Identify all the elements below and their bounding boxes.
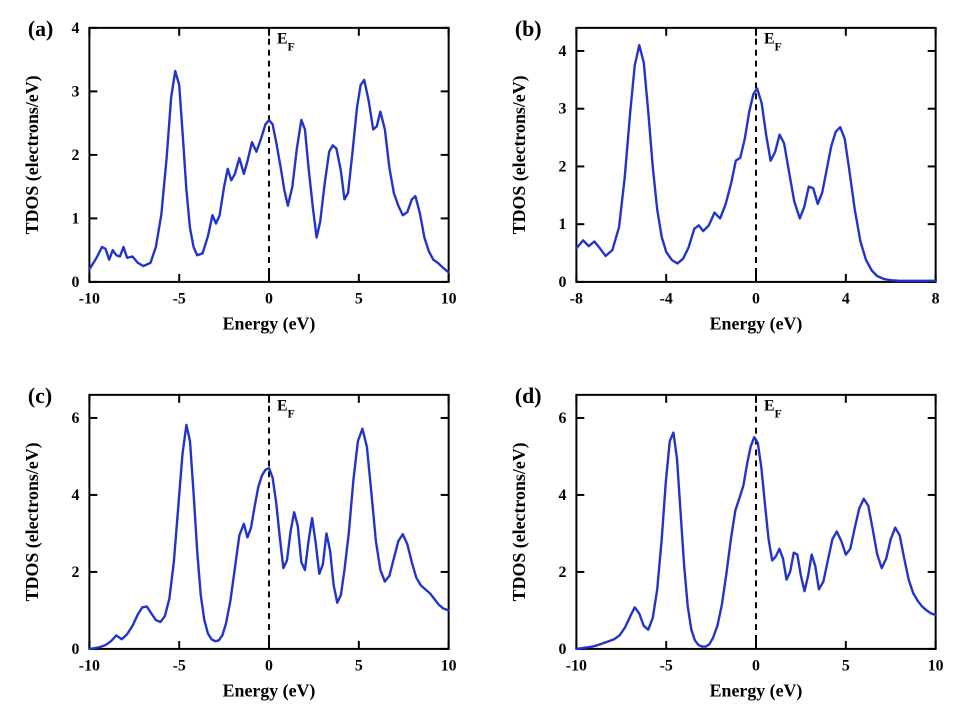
y-axis-label: TDOS (electrons/eV) — [508, 443, 529, 602]
xtick-label: 10 — [441, 658, 457, 675]
xtick-label: -5 — [173, 291, 186, 308]
x-axis-label: Energy (eV) — [709, 314, 802, 335]
xtick-label: -10 — [79, 291, 100, 308]
xtick-label: -5 — [659, 658, 672, 675]
ytick-label: 3 — [72, 83, 80, 100]
fermi-label: EF — [277, 398, 295, 421]
ytick-label: 0 — [558, 274, 566, 291]
ytick-label: 4 — [72, 487, 80, 504]
xtick-label: 5 — [355, 291, 363, 308]
x-axis-label: Energy (eV) — [223, 681, 316, 702]
x-axis-label: Energy (eV) — [709, 681, 802, 702]
xtick-label: -10 — [79, 658, 100, 675]
ytick-label: 2 — [558, 564, 566, 581]
fermi-label: EF — [763, 398, 781, 421]
ytick-label: 6 — [558, 410, 566, 427]
y-axis-label: TDOS (electrons/eV) — [22, 75, 43, 234]
panel-a-svg: -10 -5 0 5 10 0 1 2 3 4 EF Energy (eV) TDOS (electro… — [10, 10, 467, 347]
ytick-label: 2 — [72, 564, 80, 581]
panel-d-svg: -10 -5 0 5 10 0 2 4 6 EF Energy (eV) TDOS (electron… — [497, 377, 954, 714]
xtick-label: -5 — [173, 658, 186, 675]
xtick-label: -4 — [659, 291, 672, 308]
ytick-label: 4 — [558, 487, 566, 504]
xtick-label: 10 — [927, 658, 943, 675]
ytick-label: 0 — [558, 641, 566, 658]
panel-b: -8 -4 0 4 8 0 1 2 3 4 EF Energy (eV) TDOS (electrons… — [497, 10, 954, 347]
xtick-label: 4 — [841, 291, 849, 308]
tdos-figure: -10-5051001234EFEnergy (eV)TDOS (electro… — [0, 0, 973, 725]
panel-c-svg: -10 -5 0 5 10 0 2 4 6 EF Energy (eV) TDOS (electron… — [10, 377, 467, 714]
xtick-label: 0 — [752, 658, 760, 675]
xtick-label: -8 — [569, 291, 582, 308]
panel-b-svg: -8 -4 0 4 8 0 1 2 3 4 EF Energy (eV) TDOS (electrons… — [497, 10, 954, 347]
ytick-label: 4 — [72, 20, 80, 37]
xtick-label: 0 — [265, 658, 273, 675]
ytick-label: 1 — [72, 210, 80, 227]
ytick-label: 6 — [72, 410, 80, 427]
xtick-label: 0 — [752, 291, 760, 308]
panel-label: (c) — [28, 384, 52, 408]
ytick-label: 2 — [72, 147, 80, 164]
xtick-label: 10 — [441, 291, 457, 308]
ytick-label: 1 — [558, 216, 566, 233]
y-axis-label: TDOS (electrons/eV) — [508, 75, 529, 234]
xtick-label: 8 — [931, 291, 939, 308]
panel-d: -10 -5 0 5 10 0 2 4 6 EF Energy (eV) TDOS (electron… — [497, 377, 954, 714]
fermi-label: EF — [277, 31, 295, 54]
panel-label: (b) — [514, 17, 541, 41]
fermi-label: EF — [763, 31, 781, 54]
xtick-label: 0 — [265, 291, 273, 308]
ytick-label: 0 — [72, 274, 80, 291]
x-axis-label: Energy (eV) — [223, 314, 316, 335]
panel-label: (d) — [514, 384, 541, 408]
ytick-label: 0 — [72, 641, 80, 658]
panel-c: -10 -5 0 5 10 0 2 4 6 EF Energy (eV) TDOS (electron… — [10, 377, 467, 714]
xtick-label: -10 — [565, 658, 586, 675]
ytick-label: 2 — [558, 158, 566, 175]
ytick-label: 3 — [558, 101, 566, 118]
ytick-label: 4 — [558, 43, 566, 60]
xtick-label: 5 — [355, 658, 363, 675]
y-axis-label: TDOS (electrons/eV) — [22, 443, 43, 602]
panel-label: (a) — [28, 17, 53, 41]
panel-a: -10 -5 0 5 10 0 1 2 3 4 EF Energy (eV) TDOS (electro… — [10, 10, 467, 347]
xtick-label: 5 — [841, 658, 849, 675]
